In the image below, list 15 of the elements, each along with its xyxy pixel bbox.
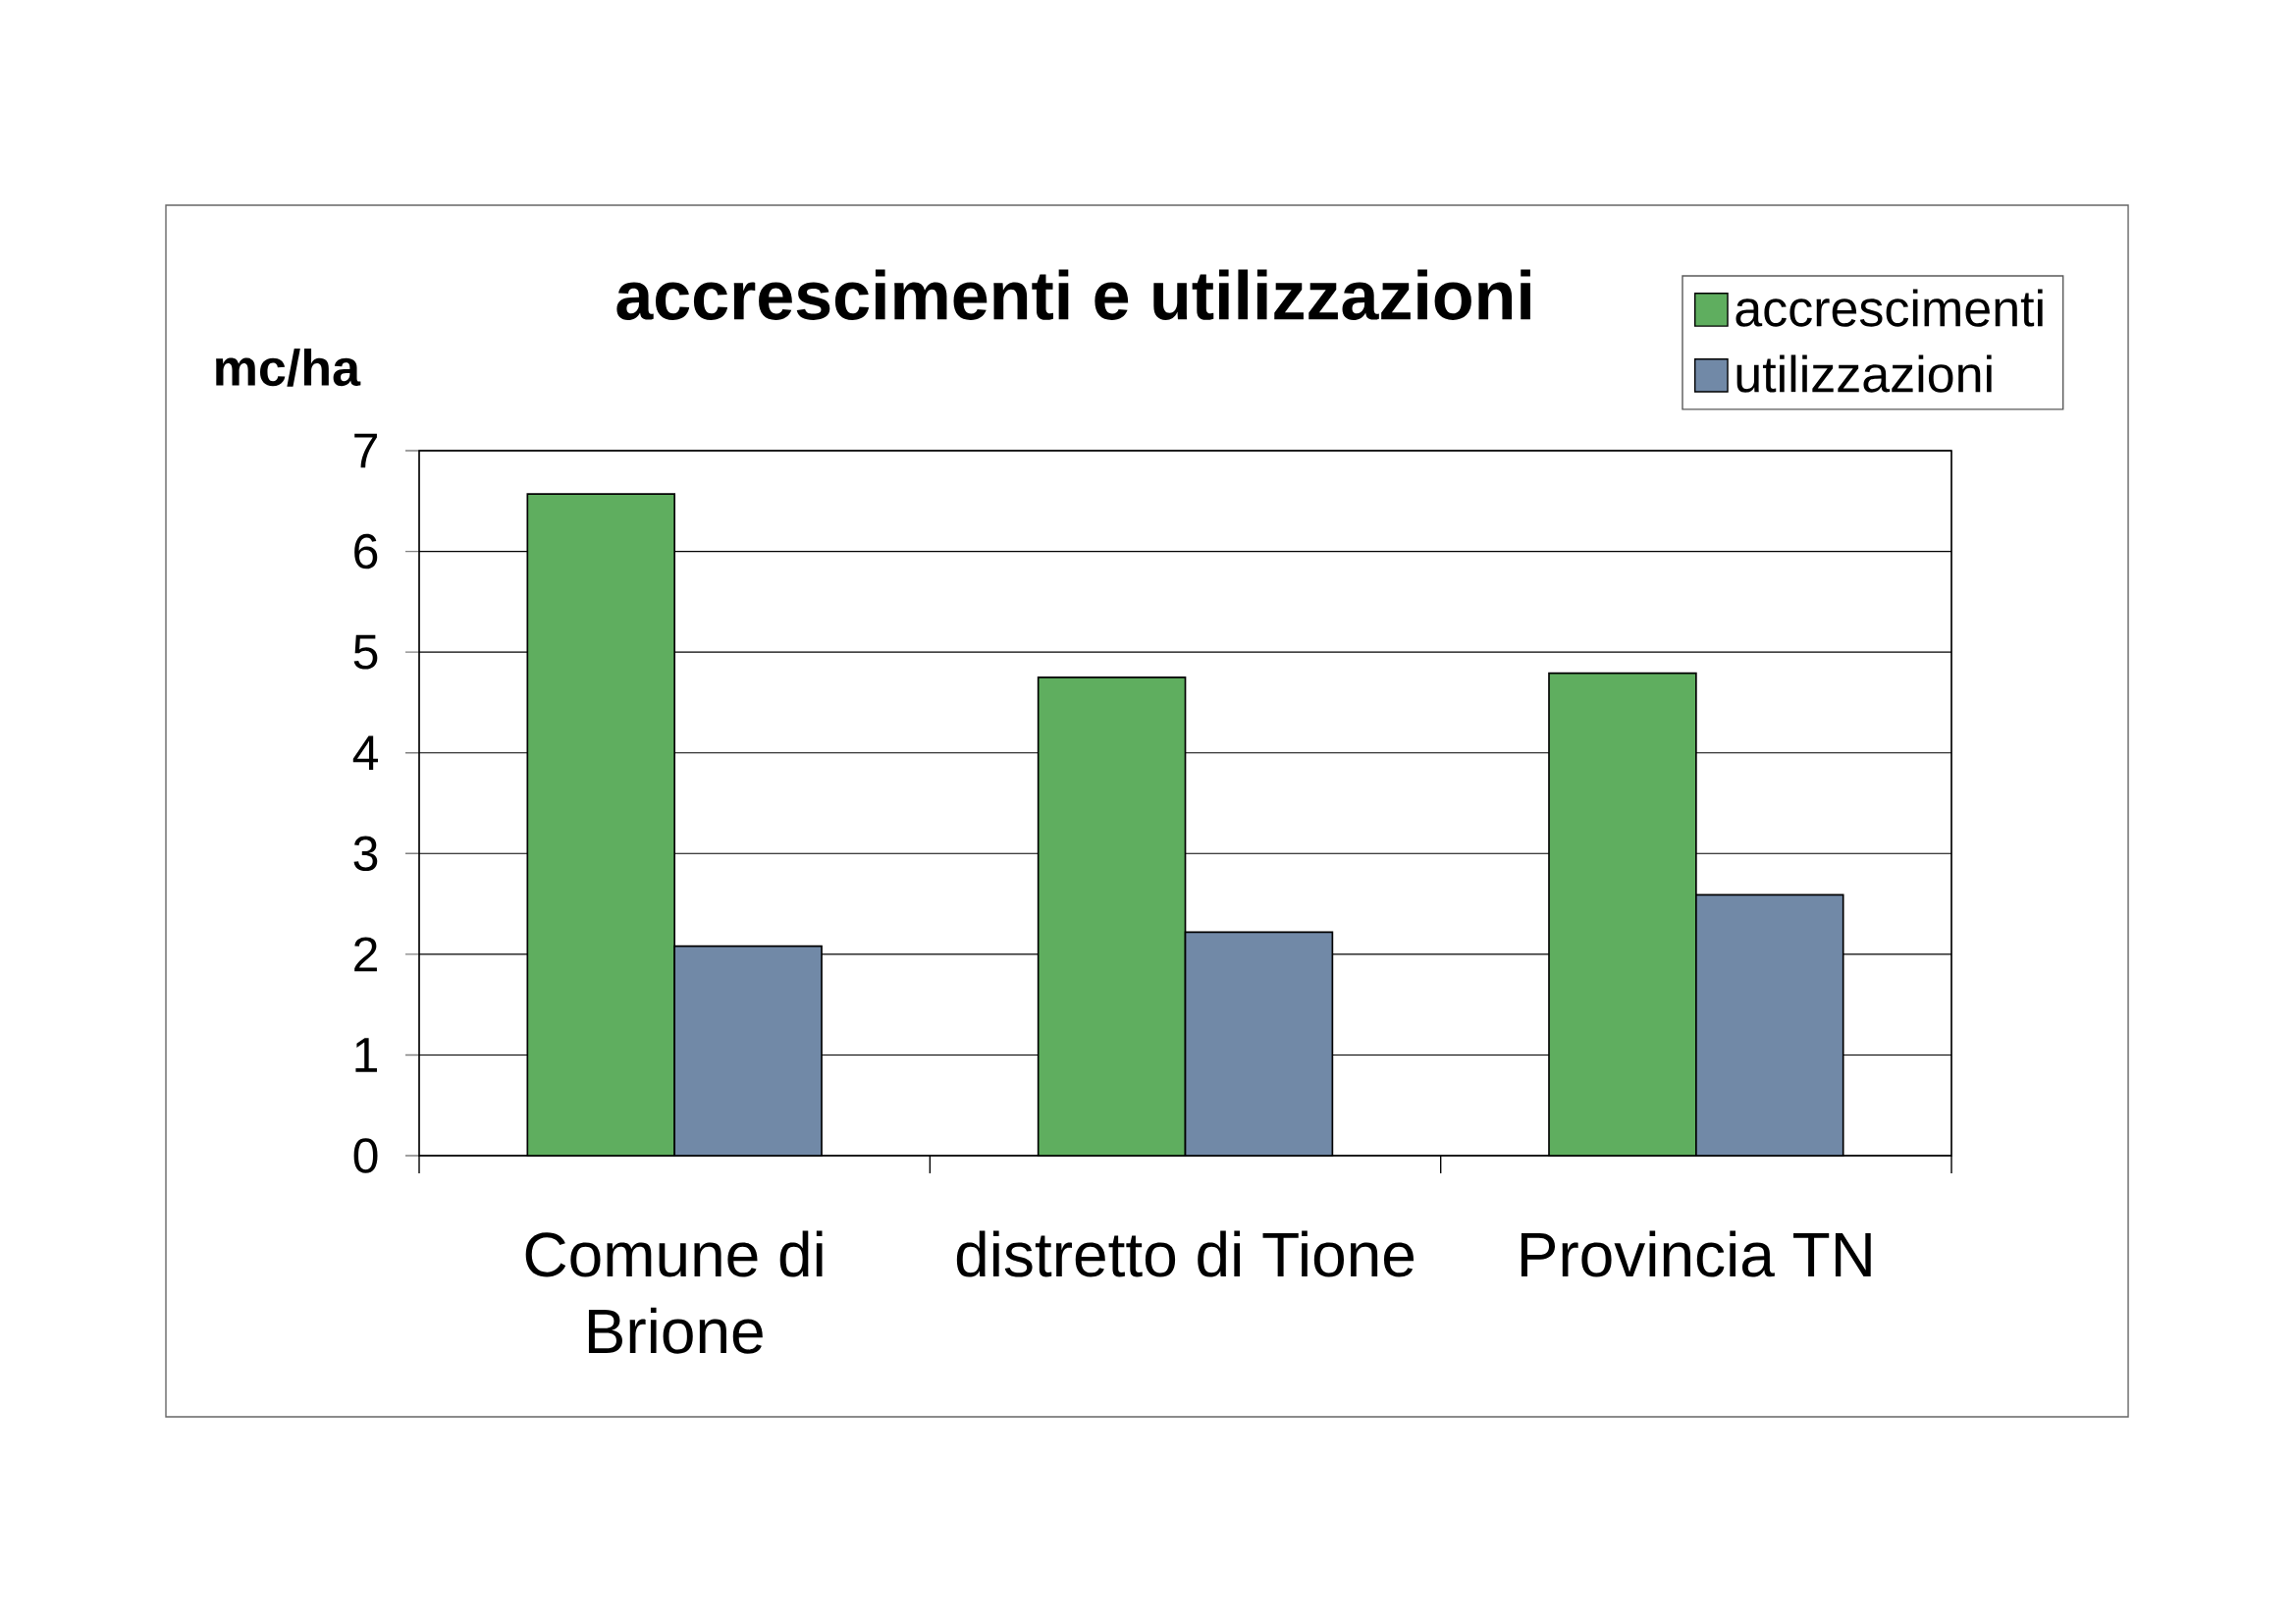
x-tick-label: Provincia TN (1521, 1230, 1871, 1277)
y-tick-label: 5 (353, 634, 378, 670)
y-tick-label: 0 (353, 1138, 378, 1173)
chart-title: accrescimenti e utilizzazioni (616, 269, 1530, 320)
x-tick-label: Comune di Brione (525, 1230, 823, 1354)
x-tick-label: distretto di Tione (956, 1230, 1415, 1277)
legend-label: accrescimenti (1735, 289, 2043, 327)
legend-label: utilizzazioni (1736, 354, 1992, 393)
y-tick-label: 7 (354, 433, 377, 468)
y-tick-label: 3 (353, 836, 378, 871)
y-axis-title: mc/ha (216, 348, 361, 387)
y-tick-label: 1 (355, 1038, 377, 1072)
y-tick-label: 6 (354, 533, 378, 569)
y-tick-label: 4 (352, 735, 378, 770)
y-tick-label: 2 (354, 937, 377, 972)
